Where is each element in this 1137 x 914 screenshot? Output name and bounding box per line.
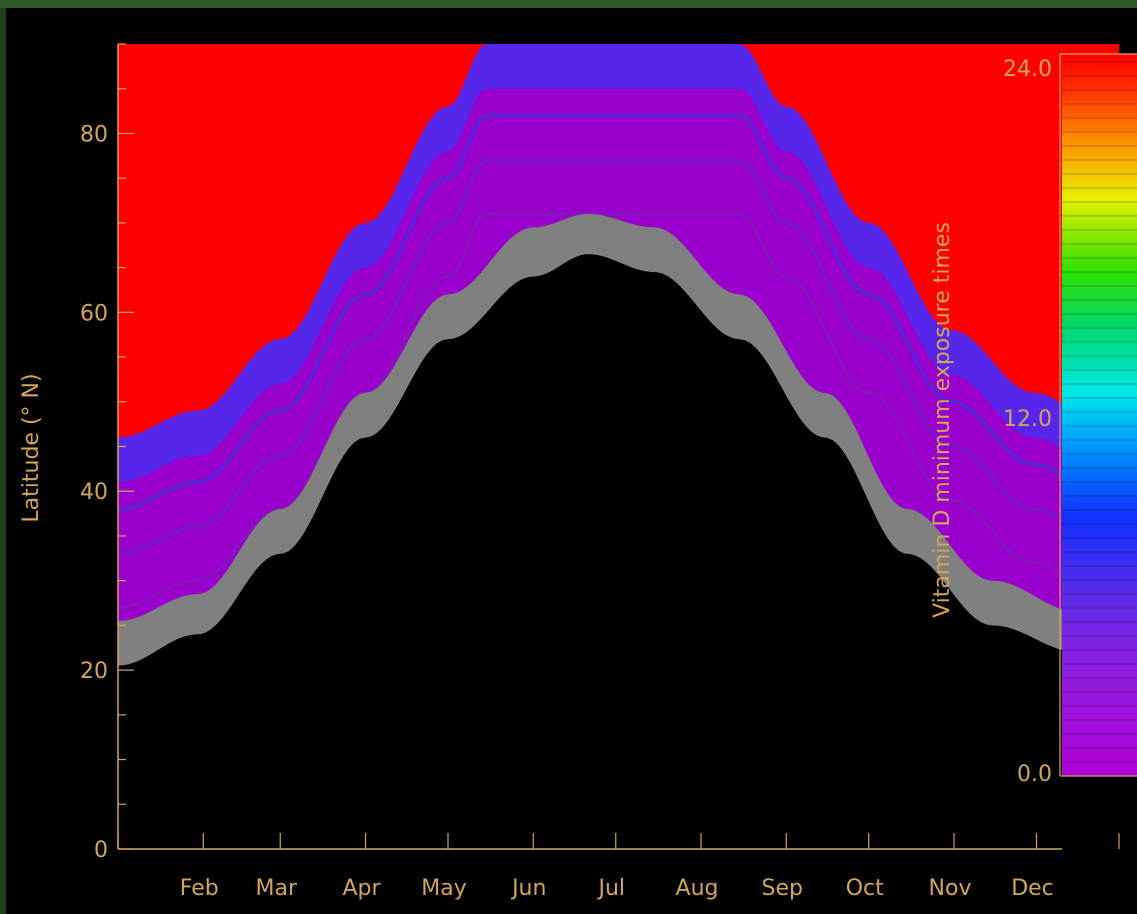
x-tick-label: Oct bbox=[846, 876, 884, 901]
contour-line bbox=[118, 113, 1119, 512]
y-axis-label: Latitude (° N) bbox=[19, 373, 44, 522]
x-tick-label: Apr bbox=[342, 876, 381, 901]
x-axis-ticks: Feb Mar Apr May Jun Jul Aug Sep Oct Nov Dec bbox=[117, 833, 1120, 901]
black-region bbox=[118, 254, 1119, 849]
x-tick-label: Dec bbox=[1011, 876, 1054, 901]
x-tick-label: Sep bbox=[762, 876, 803, 901]
colorbar: 24.0 12.0 0.0 Vitamin D minimum exposure… bbox=[930, 53, 1137, 787]
x-tick-label: Mar bbox=[255, 876, 297, 901]
x-tick-label: Jun bbox=[510, 876, 546, 901]
colorbar-scale bbox=[1062, 54, 1137, 776]
y-tick-label: 80 bbox=[80, 122, 108, 147]
x-tick-label: May bbox=[421, 876, 466, 901]
window-top-bar bbox=[0, 0, 1137, 8]
y-tick-label: 40 bbox=[80, 480, 108, 505]
contour-line bbox=[118, 158, 1119, 556]
blue-transition-edge bbox=[118, 44, 1119, 483]
y-tick-label: 20 bbox=[80, 659, 108, 684]
colorbar-tick-label-max: 24.0 bbox=[1003, 57, 1052, 82]
colorbar-label: Vitamin D minimum exposure times bbox=[930, 222, 955, 618]
x-tick-label: Nov bbox=[929, 876, 972, 901]
colorbar-tick-label-mid: 12.0 bbox=[1003, 407, 1052, 432]
x-tick-label: Aug bbox=[676, 876, 719, 901]
plot-regions bbox=[118, 44, 1119, 849]
x-tick-label: Jul bbox=[596, 876, 625, 901]
y-tick-label: 0 bbox=[94, 838, 108, 863]
y-axis-ticks: 0 20 40 60 80 bbox=[80, 43, 134, 863]
x-tick-label: Feb bbox=[180, 876, 219, 901]
colorbar-tick-label-min: 0.0 bbox=[1017, 762, 1052, 787]
axes: 0 20 40 60 80 Feb Mar Apr May Jun Jul Aug Sep Oct Nov… bbox=[19, 43, 1120, 901]
y-tick-label: 60 bbox=[80, 301, 108, 326]
colorbar-stripes bbox=[1062, 61, 1137, 763]
window-left-edge bbox=[0, 8, 6, 914]
